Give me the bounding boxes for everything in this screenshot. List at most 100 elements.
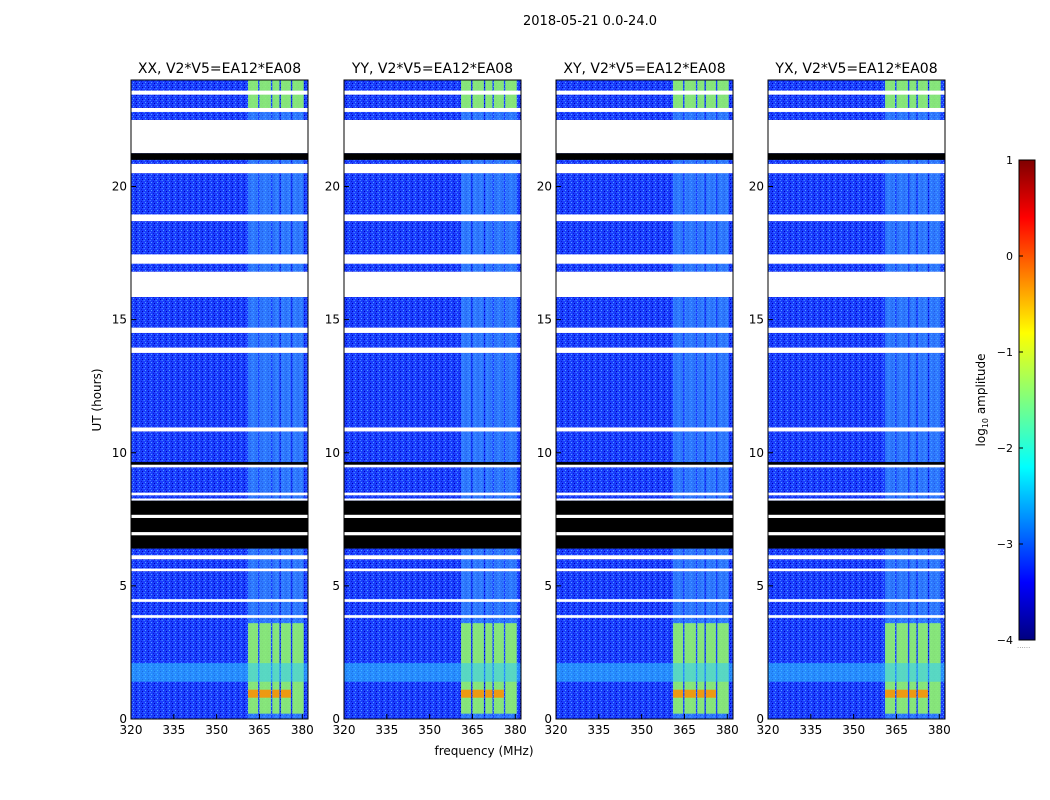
flagged-white bbox=[768, 463, 945, 468]
x-tick-label: 380 bbox=[291, 723, 314, 737]
flagged-white bbox=[768, 492, 945, 496]
flagged-white bbox=[344, 119, 521, 154]
rfi-hot bbox=[684, 689, 696, 698]
colorbar-tick-label: −3 bbox=[997, 538, 1013, 551]
flagged-white bbox=[344, 463, 521, 468]
rfi-band bbox=[673, 80, 684, 719]
rfi-band bbox=[292, 80, 304, 719]
x-tick-label: 320 bbox=[757, 723, 780, 737]
flagged-white bbox=[768, 214, 945, 222]
panel-title: YX, V2*V5=EA12*EA08 bbox=[774, 61, 937, 77]
y-tick-label: 10 bbox=[749, 446, 764, 460]
rfi-band bbox=[248, 80, 259, 719]
y-tick-label: 0 bbox=[756, 712, 764, 726]
flagged-white bbox=[556, 463, 733, 468]
y-tick-label: 0 bbox=[119, 712, 127, 726]
y-tick-label: 0 bbox=[332, 712, 340, 726]
flagged-white bbox=[344, 427, 521, 432]
flagged-white bbox=[768, 347, 945, 353]
x-tick-label: 320 bbox=[333, 723, 356, 737]
flagged-white bbox=[556, 327, 733, 333]
flagged-white bbox=[556, 532, 733, 536]
colorbar-tick-label: −2 bbox=[997, 442, 1013, 455]
flagged-white bbox=[131, 514, 308, 518]
flagged-white bbox=[131, 163, 308, 174]
flagged-white bbox=[768, 119, 945, 154]
flagged-white bbox=[344, 532, 521, 536]
colorbar: 1 0 −1 −2 −3 −4 bbox=[997, 154, 1036, 647]
rfi-hot bbox=[697, 689, 705, 698]
flagged-white bbox=[556, 271, 733, 297]
flagged-white bbox=[131, 107, 308, 112]
flagged-white bbox=[556, 214, 733, 222]
flagged-white bbox=[768, 599, 945, 602]
rfi-hot bbox=[272, 689, 280, 698]
y-tick-label: 10 bbox=[537, 446, 552, 460]
x-tick-label: 320 bbox=[120, 723, 143, 737]
flagged-white bbox=[344, 599, 521, 602]
flagged-white bbox=[556, 163, 733, 174]
rfi-hot bbox=[705, 689, 716, 698]
rfi-hot bbox=[485, 689, 493, 698]
x-tick-label: 350 bbox=[842, 723, 865, 737]
rfi-band bbox=[505, 80, 517, 719]
rfi-hot bbox=[248, 689, 259, 698]
rfi-band bbox=[697, 80, 705, 719]
flagged-white bbox=[131, 463, 308, 468]
flagged-white bbox=[131, 214, 308, 222]
y-axis-label: UT (hours) bbox=[90, 368, 104, 431]
rfi-band bbox=[917, 80, 928, 719]
flagged-white bbox=[768, 555, 945, 560]
rfi-hot bbox=[259, 689, 271, 698]
flagged-white bbox=[131, 492, 308, 496]
flagged-white bbox=[556, 615, 733, 618]
colorbar-tick-label: 0 bbox=[1006, 250, 1013, 263]
colorbar-tick-label: −4 bbox=[997, 634, 1013, 647]
x-axis-label: frequency (MHz) bbox=[434, 744, 533, 758]
rfi-band bbox=[280, 80, 291, 719]
panel-frame bbox=[130, 79, 309, 720]
y-tick-label: 15 bbox=[112, 313, 127, 327]
flagged-white bbox=[556, 568, 733, 572]
flagged-white bbox=[344, 214, 521, 222]
y-tick-label: 20 bbox=[537, 180, 552, 194]
flagged-white bbox=[768, 107, 945, 112]
flagged-white bbox=[344, 327, 521, 333]
flagged-white bbox=[344, 492, 521, 496]
flagged-white bbox=[131, 532, 308, 536]
rfi-hot bbox=[472, 689, 484, 698]
panel-4: YX, V2*V5=EA12*EA08 320 335 350 365 380 0 5 10 15… bbox=[749, 61, 951, 737]
colorbar-tick-label: 1 bbox=[1006, 154, 1013, 167]
x-tick-label: 350 bbox=[205, 723, 228, 737]
flagged-black bbox=[131, 462, 308, 465]
flagged-black bbox=[768, 462, 945, 465]
panel-frame bbox=[555, 79, 734, 720]
panel-title: XY, V2*V5=EA12*EA08 bbox=[563, 61, 725, 77]
flagged-white bbox=[768, 568, 945, 572]
x-tick-label: 335 bbox=[587, 723, 610, 737]
colorbar-tick-label: −1 bbox=[997, 346, 1013, 359]
flagged-white bbox=[131, 555, 308, 560]
flagged-white bbox=[768, 327, 945, 333]
rfi-hot bbox=[909, 689, 917, 698]
broadband-rfi bbox=[556, 663, 733, 682]
colorbar-label-rest: amplitude bbox=[974, 354, 988, 418]
flagged-white bbox=[344, 271, 521, 297]
flagged-white bbox=[556, 514, 733, 518]
flagged-black bbox=[556, 462, 733, 465]
x-tick-label: 380 bbox=[716, 723, 739, 737]
flagged-white bbox=[344, 568, 521, 572]
flagged-white bbox=[768, 532, 945, 536]
flagged-white bbox=[131, 90, 308, 95]
colorbar-label: log10 amplitude bbox=[974, 354, 990, 447]
panel-2: YY, V2*V5=EA12*EA08 320 335 350 365 380 0 5 10 15… bbox=[325, 61, 527, 737]
flagged-black bbox=[556, 153, 733, 160]
flagged-black bbox=[131, 500, 308, 549]
panel-frame bbox=[343, 79, 522, 720]
rfi-band bbox=[929, 80, 941, 719]
panel-3: XY, V2*V5=EA12*EA08 320 335 350 365 380 0 5 10 15… bbox=[537, 61, 739, 737]
y-tick-label: 5 bbox=[332, 579, 340, 593]
y-tick-label: 5 bbox=[544, 579, 552, 593]
rfi-band bbox=[259, 80, 271, 719]
x-tick-label: 350 bbox=[630, 723, 653, 737]
